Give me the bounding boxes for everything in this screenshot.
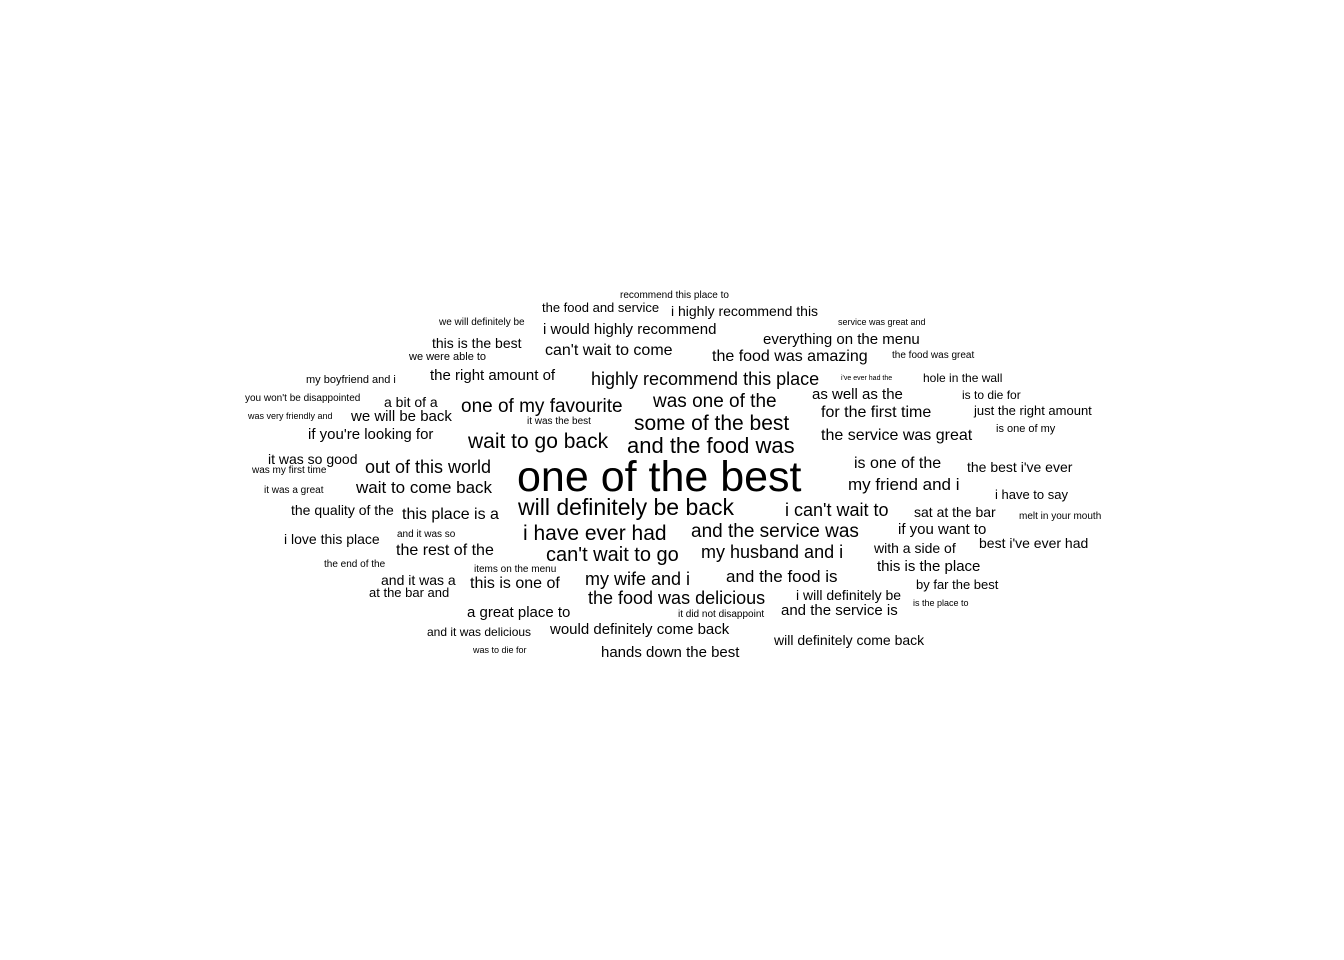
phrase: the food was great [892,350,975,361]
phrase: wait to come back [356,478,493,497]
phrase: it did not disappoint [678,609,765,620]
phrase: some of the best [634,412,790,435]
phrase: it was the best [527,416,591,427]
phrase: the right amount of [430,367,556,384]
phrase: for the first time [821,404,932,421]
phrase: my wife and i [585,569,691,589]
phrase: a great place to [467,604,571,621]
phrase: just the right amount [974,403,1092,418]
phrase: would definitely come back [550,621,730,638]
phrase: was to die for [473,645,527,655]
phrase: will definitely be back [518,494,735,520]
phrase: the quality of the [291,502,394,518]
phrase: everything on the menu [763,331,920,348]
phrase: the food and service [542,300,660,315]
phrase: the food was amazing [712,348,868,365]
phrase: i love this place [284,531,380,547]
phrase: and the food is [726,567,838,586]
phrase: by far the best [916,577,999,592]
phrase: recommend this place to [620,290,729,301]
phrase: highly recommend this place [591,369,820,389]
phrase: items on the menu [474,564,557,575]
phrase: the service was great [821,427,973,444]
phrase: we were able to [409,351,487,363]
phrase: one of my favourite [461,396,623,417]
phrase: hands down the best [601,644,740,661]
phrase: i highly recommend this [671,303,819,319]
phrase: i will definitely be [796,587,902,603]
phrase: we will be back [351,408,452,425]
phrase: and the service was [691,521,859,542]
phrase: will definitely come back [774,632,925,648]
phrase: out of this world [365,457,492,477]
phrase: you won't be disappointed [245,393,361,404]
phrase: best i've ever had [979,535,1089,551]
phrase: melt in your mouth [1019,511,1102,522]
phrase: i can't wait to [785,500,889,520]
phrase: it was so good [268,451,358,467]
phrase: it was a great [264,485,324,496]
phrase: i have to say [995,487,1068,502]
phrase: service was great and [838,317,926,327]
phrase: this is the best [432,335,522,351]
phrase: is one of the [854,455,942,472]
phrase: a bit of a [384,394,438,410]
phrase: the rest of the [396,542,494,559]
phrase: we will definitely be [439,317,525,328]
phrase: i have ever had [523,522,667,545]
phrase: was very friendly and [248,411,333,421]
phrase: if you want to [898,521,987,538]
phrase: and it was delicious [427,625,532,639]
phrase: my friend and i [848,475,960,494]
phrase: the end of the [324,559,386,570]
phrase: is one of my [996,423,1056,435]
phrase: at the bar and [369,585,450,600]
phrase: if you're looking for [308,426,434,443]
phrase: this is one of [470,575,560,592]
phrase: with a side of [874,540,956,556]
phrase: and it was a [381,572,456,588]
phrase: can't wait to come [545,342,673,359]
phrase: the food was delicious [588,588,766,608]
phrase: and the food was [627,433,795,458]
phrase: as well as the [812,386,903,403]
phrase: my husband and i [701,542,844,562]
phrase: was my first time [252,465,327,476]
phrase: sat at the bar [914,504,996,520]
phrase: one of the best [517,453,802,501]
phrase: can't wait to go [546,544,679,566]
phrase: and it was so [397,529,456,540]
phrase: this is the place [877,558,981,575]
phrase: the best i've ever [967,459,1073,475]
phrase: was one of the [653,391,777,412]
phrase: i would highly recommend [543,321,717,338]
phrase: this place is a [402,506,499,523]
phrase: i've ever had the [841,375,893,382]
phrase: is to die for [962,388,1021,402]
phrase: wait to go back [468,430,609,453]
phrase: my boyfriend and i [306,374,396,386]
phrase: is the place to [913,598,969,608]
phrase: and the service is [781,602,898,619]
phrase: hole in the wall [923,371,1003,385]
